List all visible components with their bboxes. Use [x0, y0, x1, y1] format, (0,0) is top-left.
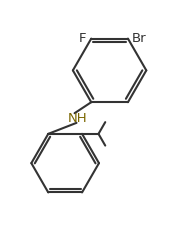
- Text: Br: Br: [132, 32, 146, 45]
- Text: F: F: [79, 32, 86, 45]
- Text: NH: NH: [68, 112, 87, 124]
